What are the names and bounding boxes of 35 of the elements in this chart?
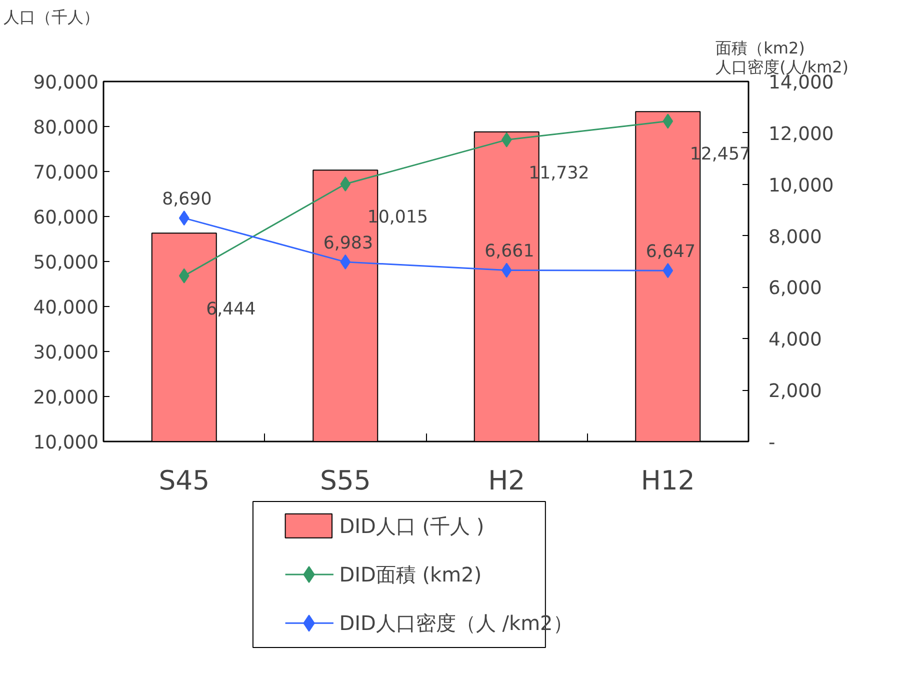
point xyxy=(178,210,190,226)
y-tick-label: 10,000 xyxy=(33,432,99,454)
y2-tick-label: 4,000 xyxy=(768,330,822,351)
data-label: 6,983 xyxy=(323,233,373,254)
data-label: 6,647 xyxy=(646,242,696,262)
y-tick-label: 40,000 xyxy=(33,298,99,318)
y2-tick-label: 8,000 xyxy=(768,226,822,248)
data-label: 8,690 xyxy=(162,190,212,210)
point xyxy=(340,176,351,192)
y2-tick-label: 6,000 xyxy=(768,278,822,300)
y-tick-label: 80,000 xyxy=(33,118,99,138)
point xyxy=(501,262,512,278)
y-tick-label: 90,000 xyxy=(33,72,99,94)
point xyxy=(662,114,674,129)
data-label: 6,661 xyxy=(484,242,534,262)
point xyxy=(662,263,674,278)
y-axis-title: 人口（千人） xyxy=(4,8,100,26)
x-tick-label: S45 xyxy=(158,466,210,496)
point xyxy=(178,268,190,284)
y2-tick-label: - xyxy=(768,432,776,454)
point xyxy=(501,132,512,148)
y-tick-label: 50,000 xyxy=(33,252,99,274)
legend-label: DID面積 (km2) xyxy=(339,562,482,586)
legend-label: DID人口 (千人 ) xyxy=(339,514,484,538)
y2-tick-label: 12,000 xyxy=(768,124,834,145)
x-tick-label: S55 xyxy=(320,466,371,496)
y2-tick-label: 2,000 xyxy=(768,381,822,402)
y2-tick-label: 10,000 xyxy=(768,175,834,196)
y-tick-label: 60,000 xyxy=(33,208,99,228)
point xyxy=(340,254,351,270)
x-tick-label: H12 xyxy=(640,466,695,496)
x-tick-label: H2 xyxy=(488,466,526,496)
y-tick-label: 30,000 xyxy=(33,342,99,364)
y-tick-label: 20,000 xyxy=(33,388,99,408)
y-tick-label: 70,000 xyxy=(33,162,99,184)
